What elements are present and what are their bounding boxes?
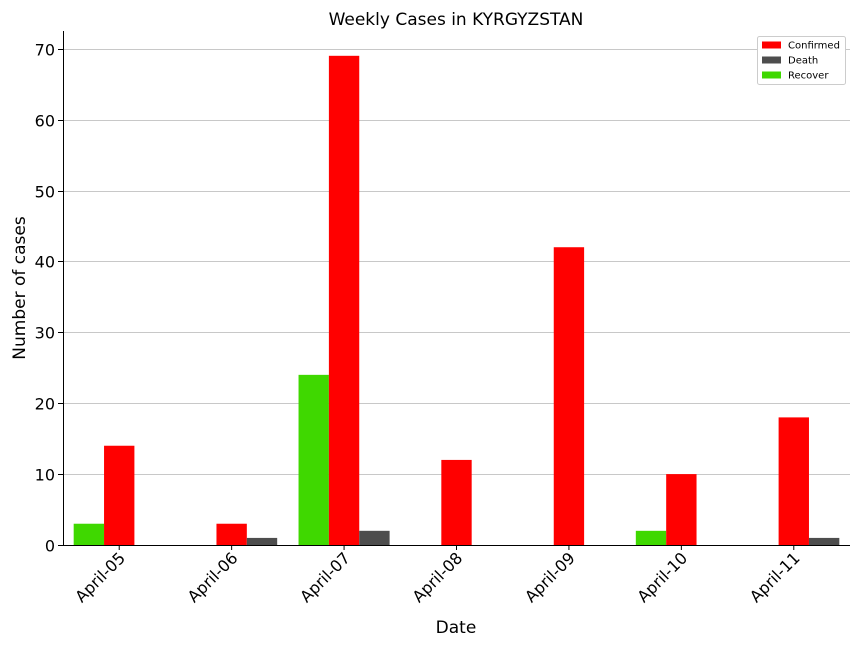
legend-label: Recover	[788, 71, 829, 82]
legend: Confirmed Death Recover	[757, 36, 846, 85]
bar-confirmed	[104, 445, 135, 545]
bar-confirmed	[216, 523, 247, 545]
bar-confirmed	[553, 247, 585, 546]
x-tick-label: April-05	[71, 548, 129, 606]
x-tick-label: April-10	[633, 548, 691, 606]
y-tick-label: 50	[35, 183, 55, 202]
bar-recover	[298, 374, 329, 545]
legend-label: Death	[788, 56, 818, 67]
x-tick-label: April-08	[409, 548, 467, 606]
y-ticks: 0 10 20 30 40 50 60 70	[35, 41, 63, 556]
bar-recover	[73, 523, 105, 545]
x-ticks: April-05 April-06 April-07 April-08 April-09…	[71, 545, 804, 606]
y-tick-label: 20	[35, 395, 55, 414]
legend-label: Confirmed	[788, 41, 840, 52]
legend-swatch	[762, 56, 781, 64]
bar-confirmed	[441, 459, 472, 545]
bar-confirmed	[666, 474, 697, 545]
y-tick-label: 30	[35, 324, 55, 343]
y-tick-label: 0	[45, 537, 55, 556]
x-tick-label: April-06	[184, 548, 242, 606]
y-tick-label: 60	[35, 112, 55, 131]
bar-death	[359, 530, 390, 545]
bar-death	[246, 537, 278, 545]
legend-swatch	[762, 41, 781, 49]
x-axis-label: Date	[436, 618, 477, 638]
bar-confirmed	[328, 55, 360, 546]
x-tick-label: April-09	[521, 548, 579, 606]
chart-title: Weekly Cases in KYRGYZSTAN	[329, 10, 584, 30]
bar-recover	[635, 530, 667, 545]
y-axis-label: Number of cases	[10, 216, 30, 360]
x-tick-label: April-07	[296, 548, 354, 606]
bar-death	[808, 537, 840, 545]
y-tick-label: 40	[35, 253, 55, 272]
legend-swatch	[762, 71, 781, 79]
bar-confirmed	[778, 417, 809, 545]
gridlines	[63, 49, 850, 475]
y-tick-label: 10	[35, 466, 55, 485]
x-tick-label: April-11	[746, 548, 804, 606]
bars	[73, 55, 840, 546]
y-tick-label: 70	[35, 41, 55, 60]
